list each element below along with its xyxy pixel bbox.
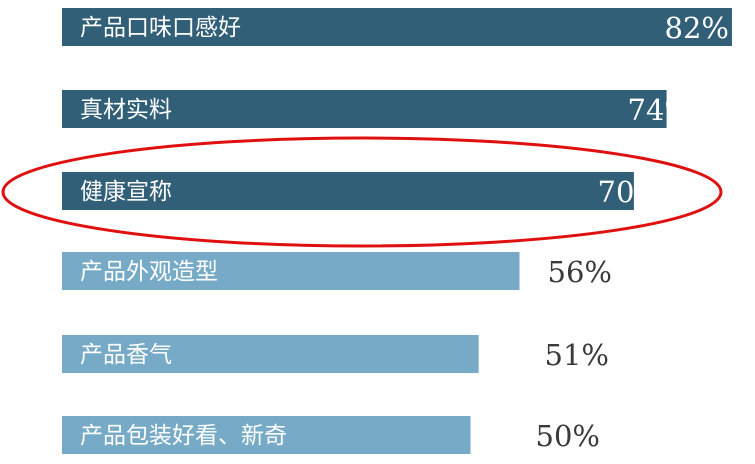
value-label-4: 56% bbox=[548, 255, 612, 289]
bar-5 bbox=[62, 335, 479, 373]
category-label-3: 健康宣称 bbox=[80, 179, 172, 205]
category-label-2: 真材实料 bbox=[80, 97, 172, 123]
bar-6 bbox=[62, 416, 471, 454]
value-label-3: 70% bbox=[598, 175, 662, 209]
category-label-5: 产品香气 bbox=[80, 342, 172, 368]
highlight-ellipse bbox=[1, 136, 723, 248]
bar-1 bbox=[62, 8, 732, 46]
bar-3 bbox=[62, 172, 634, 210]
category-label-6: 产品包装好看、新奇 bbox=[80, 423, 287, 449]
value-label-6: 50% bbox=[536, 419, 600, 453]
bar-4 bbox=[62, 252, 520, 290]
category-label-1: 产品口味口感好 bbox=[80, 15, 241, 41]
value-label-2: 74% bbox=[628, 93, 692, 127]
category-label-4: 产品外观造型 bbox=[80, 259, 218, 285]
bar-2 bbox=[62, 90, 667, 128]
value-label-1: 82% bbox=[665, 11, 729, 45]
value-label-5: 51% bbox=[545, 338, 609, 372]
